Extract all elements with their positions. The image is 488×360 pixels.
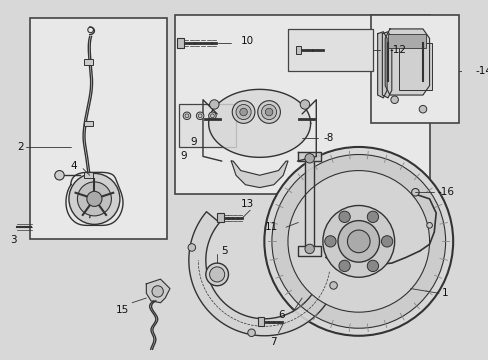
Bar: [387, 34, 425, 48]
Text: 6: 6: [278, 310, 284, 320]
Circle shape: [381, 236, 392, 247]
Circle shape: [232, 101, 254, 123]
Circle shape: [261, 104, 276, 120]
Circle shape: [305, 154, 314, 163]
Bar: [257, 317, 264, 326]
Bar: [84, 59, 93, 65]
Bar: [179, 104, 236, 147]
Circle shape: [338, 260, 349, 271]
Text: 4: 4: [70, 161, 77, 171]
Circle shape: [87, 191, 102, 206]
Text: 10: 10: [240, 36, 253, 46]
Circle shape: [69, 174, 120, 224]
Text: -8: -8: [323, 132, 333, 143]
Polygon shape: [188, 212, 339, 336]
Polygon shape: [385, 29, 428, 95]
Circle shape: [205, 263, 228, 286]
Circle shape: [322, 206, 394, 277]
Circle shape: [236, 104, 251, 120]
Circle shape: [264, 147, 452, 336]
Bar: [174, 15, 428, 194]
Circle shape: [418, 105, 426, 113]
Circle shape: [337, 221, 379, 262]
Circle shape: [55, 171, 64, 180]
Circle shape: [247, 329, 255, 337]
Polygon shape: [377, 32, 386, 98]
Circle shape: [338, 211, 349, 222]
Circle shape: [347, 230, 369, 253]
Circle shape: [183, 112, 190, 120]
Circle shape: [390, 96, 398, 104]
Circle shape: [265, 108, 272, 116]
Circle shape: [208, 112, 216, 120]
Polygon shape: [231, 161, 287, 188]
Circle shape: [329, 282, 337, 289]
Bar: [30, 18, 167, 239]
Circle shape: [324, 236, 335, 247]
Text: 3: 3: [10, 235, 17, 246]
Circle shape: [366, 260, 378, 271]
Circle shape: [300, 100, 309, 109]
Circle shape: [257, 101, 280, 123]
Circle shape: [287, 171, 428, 312]
Circle shape: [271, 154, 445, 328]
Text: 2: 2: [18, 142, 24, 152]
Circle shape: [152, 286, 163, 297]
Circle shape: [239, 108, 247, 116]
Circle shape: [196, 112, 203, 120]
Polygon shape: [146, 279, 170, 303]
Circle shape: [77, 182, 111, 216]
Circle shape: [366, 211, 378, 222]
Bar: [176, 39, 183, 48]
Bar: [217, 213, 224, 222]
Text: 1: 1: [442, 288, 448, 298]
Text: -12: -12: [389, 45, 406, 55]
Polygon shape: [298, 152, 320, 256]
Text: -14: -14: [475, 67, 488, 76]
Bar: [370, 15, 458, 123]
Text: 9: 9: [181, 152, 187, 161]
Text: 11: 11: [264, 222, 278, 232]
Bar: [295, 46, 301, 54]
Text: 5: 5: [221, 246, 227, 256]
Circle shape: [188, 244, 195, 251]
Bar: [399, 43, 431, 90]
Text: 15: 15: [116, 305, 129, 315]
Circle shape: [411, 189, 418, 196]
Text: 9: 9: [190, 137, 197, 147]
Circle shape: [209, 100, 219, 109]
Text: 13: 13: [240, 199, 253, 208]
Circle shape: [209, 267, 224, 282]
Polygon shape: [208, 89, 310, 157]
Circle shape: [305, 244, 314, 254]
Circle shape: [426, 222, 431, 228]
Text: 7: 7: [270, 337, 277, 347]
Bar: [287, 29, 372, 71]
Text: -16: -16: [436, 187, 453, 197]
Bar: [84, 172, 93, 178]
Polygon shape: [382, 32, 391, 98]
Bar: [84, 121, 93, 126]
